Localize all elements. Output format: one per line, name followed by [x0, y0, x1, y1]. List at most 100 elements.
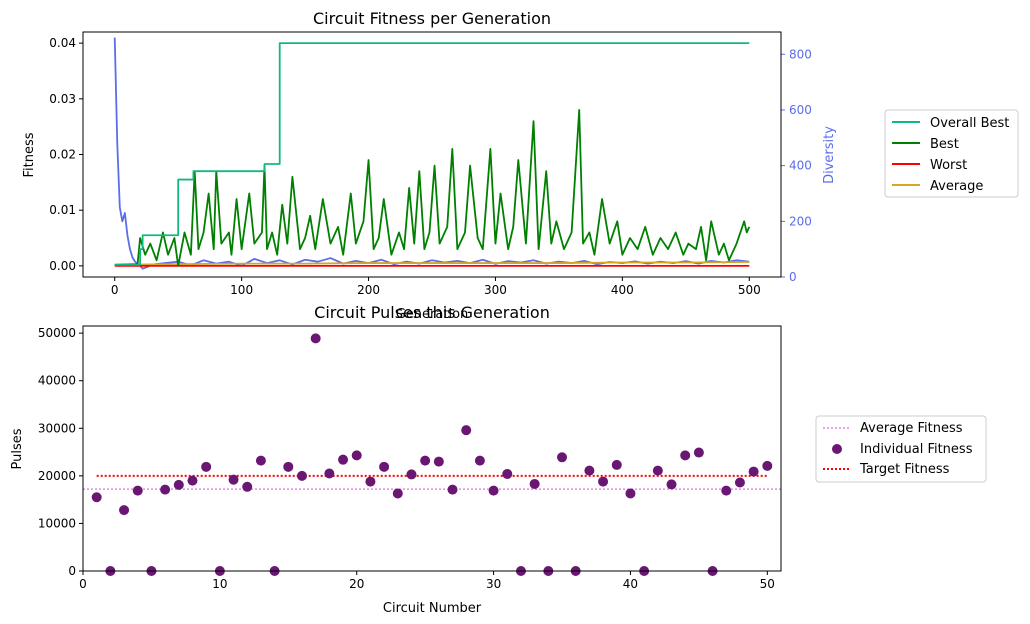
- individual-fitness-point: [187, 475, 198, 486]
- individual-fitness-point: [228, 474, 239, 485]
- individual-fitness-point: [119, 505, 130, 516]
- individual-fitness-point: [461, 425, 472, 436]
- individual-fitness-point: [488, 485, 499, 496]
- legend-swatch-individual-fitness: [832, 444, 842, 454]
- fitness-y-ticks: 0.00 0.01 0.02 0.03 0.04: [49, 36, 83, 273]
- individual-fitness-point: [611, 459, 622, 470]
- individual-fitness-point: [693, 447, 704, 458]
- legend-label-average: Average: [930, 179, 983, 194]
- pulses-y-tick-label: 0: [68, 564, 76, 578]
- individual-fitness-point: [584, 465, 595, 476]
- diversity-y-tick-label: 400: [789, 159, 812, 173]
- pulses-plot-frame: [82, 325, 782, 572]
- pulses-y-tick-label: 40000: [38, 374, 76, 388]
- circuit-x-label: Circuit Number: [383, 601, 482, 616]
- individual-fitness-point: [324, 468, 335, 479]
- series-line-best: [114, 109, 751, 267]
- fitness-chart: Circuit Fitness per Generation 0.000.010…: [22, 9, 1019, 322]
- fitness-chart-title: Circuit Fitness per Generation: [313, 9, 551, 28]
- individual-fitness-point: [502, 468, 513, 479]
- pulses-y-tick-label: 30000: [38, 421, 76, 435]
- circuit-x-tick-label: 30: [486, 577, 501, 591]
- legend-label-worst: Worst: [930, 158, 967, 173]
- diversity-y-tick-label: 200: [789, 214, 812, 228]
- circuit-x-ticks: 0 10 20 30 40 50: [79, 571, 775, 591]
- fitness-legend-box: [884, 109, 1019, 198]
- individual-fitness-point: [680, 450, 691, 461]
- diversity-y-tick-label: 600: [789, 103, 812, 117]
- circuit-x-tick-label: 0: [79, 577, 87, 591]
- individual-fitness-point: [406, 469, 417, 480]
- individual-fitness-point: [598, 476, 609, 487]
- individual-fitness-point: [132, 485, 143, 496]
- generation-x-tick-label: 200: [357, 283, 380, 297]
- diversity-y-tick-label: 800: [789, 47, 812, 61]
- individual-fitness-point: [652, 465, 663, 476]
- diversity-y-tick-label: 0: [789, 270, 797, 284]
- circuit-x-tick-label: 50: [760, 577, 775, 591]
- fitness-y-tick-label: 0.00: [49, 259, 76, 273]
- series-line-average: [114, 261, 750, 266]
- individual-fitness-point: [433, 456, 444, 467]
- individual-fitness-point: [420, 455, 431, 466]
- individual-fitness-point: [748, 466, 759, 477]
- fitness-legend: Overall Best Best Worst Average: [884, 109, 1019, 198]
- pulses-chart: Circuit Pulses this Generation 010000200…: [10, 303, 987, 616]
- individual-fitness-point: [474, 455, 485, 466]
- fitness-plot-frame: [82, 31, 782, 278]
- individual-fitness-point: [557, 452, 568, 463]
- generation-x-ticks: 0 100 200 300 400 500: [111, 277, 761, 297]
- diversity-y-ticks: 0 200 400 600 800: [781, 47, 812, 284]
- individual-fitness-point: [379, 461, 390, 472]
- individual-fitness-points: [91, 333, 773, 576]
- legend-label-target-fitness: Target Fitness: [859, 462, 950, 477]
- individual-fitness-point: [734, 477, 745, 488]
- pulses-y-tick-label: 20000: [38, 469, 76, 483]
- fitness-y-label: Fitness: [22, 132, 37, 177]
- individual-fitness-point: [91, 492, 102, 503]
- individual-fitness-point: [447, 484, 458, 495]
- legend-label-individual-fitness: Individual Fitness: [860, 442, 973, 457]
- individual-fitness-point: [255, 455, 266, 466]
- legend-label-average-fitness: Average Fitness: [860, 421, 963, 436]
- circuit-x-tick-label: 40: [623, 577, 638, 591]
- series-line-overall-best: [114, 42, 750, 266]
- individual-fitness-point: [296, 470, 307, 481]
- fitness-reference-lines: [83, 474, 781, 490]
- series-line-diversity: [113, 37, 750, 270]
- individual-fitness-point: [283, 461, 294, 472]
- fitness-y-tick-label: 0.04: [49, 36, 76, 50]
- individual-fitness-point: [529, 478, 540, 489]
- pulses-legend-box: [815, 415, 987, 483]
- fitness-y-tick-label: 0.01: [49, 203, 76, 217]
- legend-label-best: Best: [930, 137, 959, 152]
- fitness-y-tick-label: 0.02: [49, 148, 76, 162]
- pulses-y-tick-label: 10000: [38, 516, 76, 530]
- individual-fitness-point: [666, 479, 677, 490]
- circuit-x-tick-label: 10: [212, 577, 227, 591]
- individual-fitness-point: [242, 481, 253, 492]
- circuit-x-tick-label: 20: [349, 577, 364, 591]
- fitness-series: [113, 37, 751, 270]
- individual-fitness-point: [351, 450, 362, 461]
- individual-fitness-point: [625, 488, 636, 499]
- pulses-legend: Average Fitness Individual Fitness Targe…: [815, 415, 987, 483]
- generation-x-tick-label: 0: [111, 283, 119, 297]
- generation-x-tick-label: 100: [230, 283, 253, 297]
- generation-x-label: Generation: [396, 307, 469, 322]
- generation-x-tick-label: 400: [611, 283, 634, 297]
- pulses-y-tick-label: 50000: [38, 326, 76, 340]
- diversity-y-label: Diversity: [822, 126, 837, 184]
- pulses-y-ticks: 0 10000 20000 30000 40000 50000: [38, 326, 83, 578]
- individual-fitness-point: [310, 333, 321, 344]
- legend-label-overall-best: Overall Best: [930, 116, 1009, 131]
- individual-fitness-point: [392, 488, 403, 499]
- individual-fitness-point: [338, 454, 349, 465]
- fitness-y-tick-label: 0.03: [49, 92, 76, 106]
- individual-fitness-point: [160, 484, 171, 495]
- individual-fitness-point: [762, 460, 773, 471]
- individual-fitness-point: [721, 485, 732, 496]
- generation-x-tick-label: 300: [484, 283, 507, 297]
- individual-fitness-point: [365, 476, 376, 487]
